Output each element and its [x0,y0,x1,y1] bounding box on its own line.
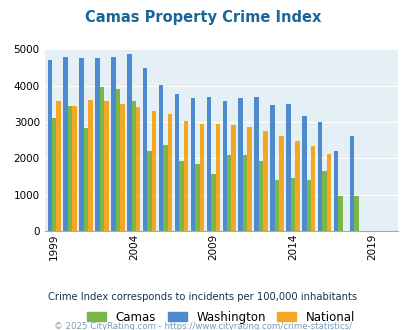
Bar [199,124,204,231]
Bar [226,155,231,231]
Bar [195,164,199,231]
Bar [270,105,274,231]
Bar [83,127,88,231]
Bar [337,196,342,231]
Bar [63,57,68,231]
Bar [247,127,251,231]
Text: © 2025 CityRating.com - https://www.cityrating.com/crime-statistics/: © 2025 CityRating.com - https://www.city… [54,322,351,330]
Bar [88,100,92,231]
Bar [100,87,104,231]
Bar [47,60,52,231]
Bar [104,101,109,231]
Bar [120,104,124,231]
Bar [147,151,151,231]
Bar [290,178,294,231]
Bar [279,136,283,231]
Bar [206,97,211,231]
Bar [179,161,183,231]
Bar [183,121,188,231]
Bar [56,101,61,231]
Bar [349,136,354,231]
Legend: Camas, Washington, National: Camas, Washington, National [82,306,359,328]
Bar [151,111,156,231]
Bar [274,180,279,231]
Bar [167,114,172,231]
Bar [72,106,77,231]
Bar [111,57,115,231]
Bar [326,154,330,231]
Bar [215,123,220,231]
Bar [143,68,147,231]
Bar [52,118,56,231]
Bar [211,174,215,231]
Bar [158,85,163,231]
Bar [306,180,310,231]
Bar [317,122,322,231]
Bar [286,104,290,231]
Bar [333,151,337,231]
Bar [294,141,299,231]
Bar [310,146,315,231]
Bar [322,171,326,231]
Text: Camas Property Crime Index: Camas Property Crime Index [85,10,320,25]
Bar [190,98,195,231]
Bar [131,101,136,231]
Text: Crime Index corresponds to incidents per 100,000 inhabitants: Crime Index corresponds to incidents per… [48,292,357,302]
Bar [79,58,83,231]
Bar [115,89,120,231]
Bar [95,58,100,231]
Bar [163,145,167,231]
Bar [127,54,131,231]
Bar [258,161,262,231]
Bar [242,155,247,231]
Bar [136,107,140,231]
Bar [68,106,72,231]
Bar [222,101,226,231]
Bar [254,97,258,231]
Bar [262,131,267,231]
Bar [301,116,306,231]
Bar [231,125,235,231]
Bar [354,196,358,231]
Bar [175,94,179,231]
Bar [238,98,242,231]
